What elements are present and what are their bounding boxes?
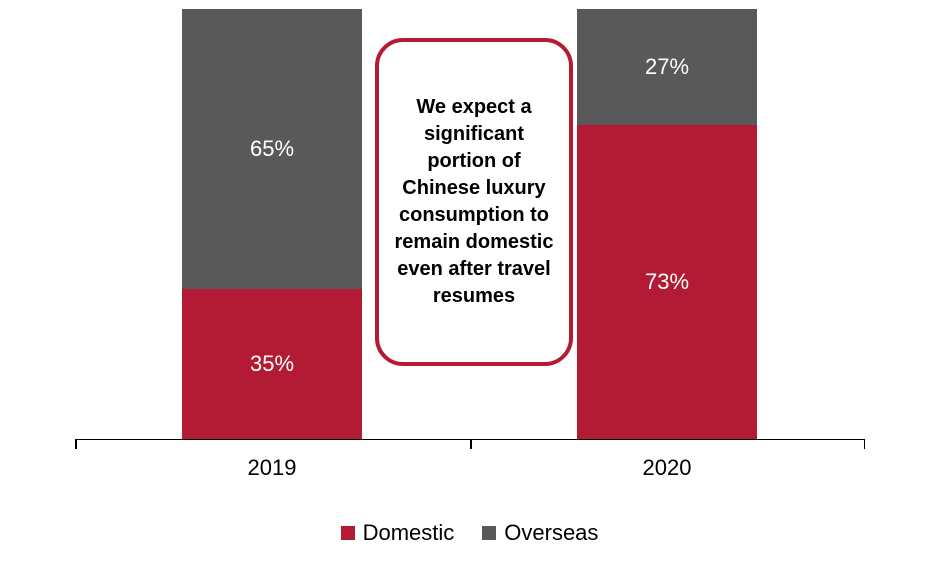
legend-swatch-icon — [482, 526, 496, 540]
bar-value-label: 65% — [250, 136, 294, 162]
callout-box: We expect a significant portion of Chine… — [375, 38, 573, 366]
legend-item-domestic: Domestic — [341, 520, 455, 546]
bar-segment-domestic: 73% — [577, 125, 757, 439]
chart-axes: 35% 65% 73% 27% We expect a significant … — [75, 10, 865, 440]
bar-value-label: 73% — [645, 269, 689, 295]
bar-value-label: 27% — [645, 54, 689, 80]
axis-tick — [75, 439, 77, 449]
axis-tick — [470, 439, 472, 449]
callout-text: We expect a significant portion of Chine… — [393, 94, 555, 310]
bar-segment-domestic: 35% — [182, 289, 362, 440]
x-axis-label: 2019 — [172, 455, 372, 481]
legend-label: Overseas — [504, 520, 598, 546]
x-axis-label: 2020 — [567, 455, 767, 481]
bar-segment-overseas: 27% — [577, 9, 757, 125]
bar-value-label: 35% — [250, 351, 294, 377]
axis-tick — [864, 439, 866, 449]
stacked-bar: 73% 27% — [577, 9, 757, 439]
bar-segment-overseas: 65% — [182, 9, 362, 289]
legend-label: Domestic — [363, 520, 455, 546]
chart-plot-area: 35% 65% 73% 27% We expect a significant … — [75, 10, 865, 440]
chart-legend: Domestic Overseas — [0, 520, 939, 546]
stacked-bar: 35% 65% — [182, 9, 362, 439]
legend-swatch-icon — [341, 526, 355, 540]
legend-item-overseas: Overseas — [482, 520, 598, 546]
